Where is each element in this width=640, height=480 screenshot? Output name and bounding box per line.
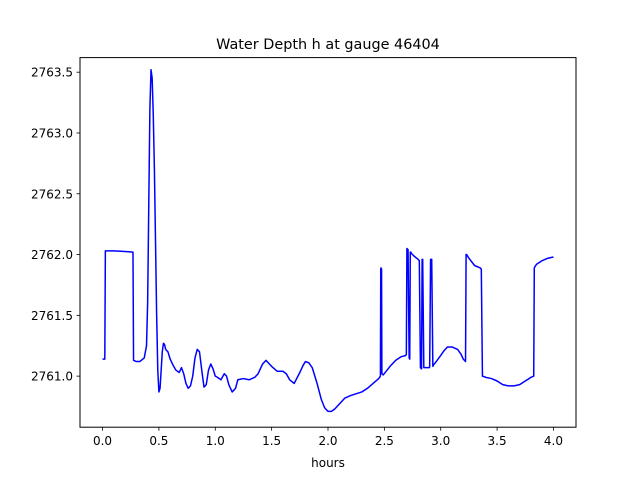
y-tick-label: 2763.5 bbox=[31, 66, 73, 80]
x-tick-label: 1.5 bbox=[262, 434, 281, 448]
x-tick-label: 2.5 bbox=[375, 434, 394, 448]
x-tick-label: 0.0 bbox=[93, 434, 112, 448]
x-tick-label: 1.0 bbox=[206, 434, 225, 448]
y-tick-label: 2763.0 bbox=[31, 126, 73, 140]
x-tick-label: 4.0 bbox=[544, 434, 563, 448]
y-tick-label: 2761.0 bbox=[31, 370, 73, 384]
y-axis: 2761.0 2761.5 2762.0 2762.5 2763.0 2763.5 bbox=[31, 66, 80, 384]
y-tick-label: 2762.0 bbox=[31, 248, 73, 262]
x-tick-label: 3.0 bbox=[431, 434, 450, 448]
x-tick-label: 0.5 bbox=[149, 434, 168, 448]
chart-title: Water Depth h at gauge 46404 bbox=[216, 37, 440, 53]
series-line-0 bbox=[102, 69, 554, 413]
x-tick-label: 3.5 bbox=[488, 434, 507, 448]
y-tick-label: 2761.5 bbox=[31, 309, 73, 323]
y-tick-label: 2762.5 bbox=[31, 187, 73, 201]
plot-area bbox=[102, 69, 554, 413]
x-axis-label: hours bbox=[311, 456, 345, 470]
x-axis: 0.0 0.5 1.0 1.5 2.0 2.5 3.0 3.5 4.0 bbox=[93, 427, 563, 448]
x-tick-label: 2.0 bbox=[318, 434, 337, 448]
